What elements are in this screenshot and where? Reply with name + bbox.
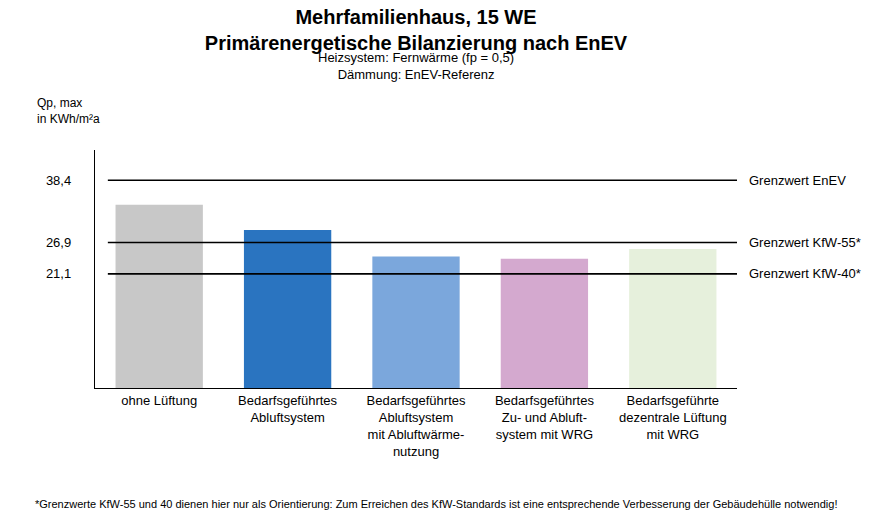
svg-text:Qp, maxin KWh/m²a: Qp, maxin KWh/m²a — [37, 96, 100, 126]
svg-text:BedarfsgeführtesAbluftsystem: BedarfsgeführtesAbluftsystem — [238, 393, 338, 425]
svg-text:Mehrfamilienhaus, 15 WEPrimäre: Mehrfamilienhaus, 15 WEPrimärenergetisch… — [205, 6, 628, 54]
svg-text:BedarfsgeführtesAbluftsystemmi: BedarfsgeführtesAbluftsystemmit Abluftwä… — [366, 393, 466, 459]
svg-text:21,1: 21,1 — [46, 266, 71, 281]
svg-text:Grenzwert KfW-55*: Grenzwert KfW-55* — [749, 235, 861, 250]
svg-text:38,4: 38,4 — [46, 173, 71, 188]
svg-text:Bedarfsgeführtedezentrale Lüft: Bedarfsgeführtedezentrale Lüftungmit WRG — [619, 393, 727, 442]
svg-text:*Grenzwerte KfW-55 und 40 dien: *Grenzwerte KfW-55 und 40 dienen hier nu… — [35, 498, 837, 510]
svg-text:ohne Lüftung: ohne Lüftung — [121, 393, 197, 408]
svg-text:26,9: 26,9 — [46, 235, 71, 250]
svg-text:Grenzwert KfW-40*: Grenzwert KfW-40* — [749, 266, 861, 281]
svg-text:Heizsystem: Fernwärme (fp = 0,: Heizsystem: Fernwärme (fp = 0,5)Dämmung:… — [318, 50, 514, 82]
svg-text:BedarfsgeführtesZu- und Abluft: BedarfsgeführtesZu- und Abluft-system mi… — [495, 393, 595, 442]
svg-text:Grenzwert EnEV: Grenzwert EnEV — [749, 173, 846, 188]
